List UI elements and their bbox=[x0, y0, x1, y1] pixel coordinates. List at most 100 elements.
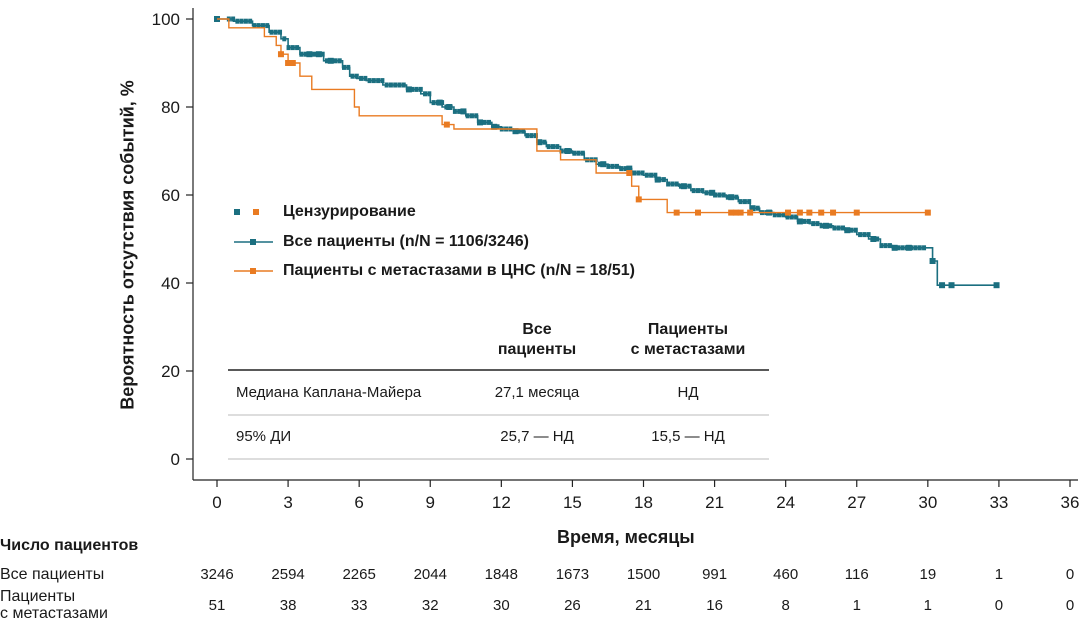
censor-mark-all bbox=[802, 218, 807, 224]
censor-mark-all bbox=[755, 205, 760, 211]
censor-mark-cns bbox=[853, 209, 860, 216]
censor-mark-all bbox=[649, 172, 654, 178]
censor-mark-all bbox=[866, 232, 871, 238]
censor-mark-cns bbox=[747, 209, 754, 216]
risk-value: 16 bbox=[706, 597, 723, 614]
censor-mark-all bbox=[610, 163, 615, 169]
censor-mark-cns bbox=[289, 60, 296, 66]
censor-mark-all bbox=[457, 108, 462, 114]
risk-row-cns-label: Пациенты с метастазами bbox=[0, 588, 108, 622]
censor-mark-all bbox=[777, 212, 782, 218]
censor-mark-all bbox=[546, 144, 551, 150]
censor-mark-all bbox=[303, 51, 308, 57]
censor-mark-all bbox=[819, 223, 824, 229]
y-tick-label: 20 bbox=[161, 362, 180, 381]
censor-mark-all bbox=[751, 205, 756, 211]
censor-mark-cns bbox=[732, 209, 739, 216]
censor-mark-all bbox=[772, 212, 777, 218]
censor-mark-all bbox=[452, 108, 457, 114]
censor-mark-cns bbox=[796, 209, 803, 216]
censor-mark-all bbox=[239, 18, 244, 24]
censor-mark-all bbox=[845, 227, 850, 233]
censor-mark-all bbox=[248, 18, 253, 24]
censor-mark-all bbox=[346, 64, 351, 70]
censor-mark-all bbox=[862, 232, 867, 238]
censor-mark-all bbox=[713, 192, 718, 198]
censor-mark-all bbox=[295, 45, 300, 51]
censor-mark-all bbox=[435, 100, 440, 106]
censor-mark-all bbox=[307, 51, 312, 57]
x-tick-label: 27 bbox=[847, 493, 866, 512]
censor-mark-all bbox=[461, 108, 466, 114]
censor-mark-all bbox=[516, 128, 521, 134]
censor-mark-all bbox=[418, 86, 423, 92]
censor-mark-all bbox=[948, 282, 955, 289]
table-row-ci-all: 25,7 — НД bbox=[500, 428, 574, 445]
censor-mark-all bbox=[568, 148, 573, 154]
censor-mark-all bbox=[371, 78, 376, 84]
censor-mark-cns bbox=[785, 209, 792, 216]
censor-mark-all bbox=[555, 144, 560, 150]
censor-mark-all bbox=[993, 282, 1000, 289]
censor-mark-all bbox=[913, 245, 918, 251]
censor-mark-all bbox=[282, 36, 287, 42]
censor-mark-all bbox=[721, 192, 726, 198]
censor-mark-all bbox=[521, 128, 526, 134]
x-tick-label: 21 bbox=[705, 493, 724, 512]
censor-mark-all bbox=[299, 51, 304, 57]
table-row-ci-cns: 15,5 — НД bbox=[651, 428, 725, 445]
risk-value: 38 bbox=[279, 597, 297, 614]
risk-value: 33 bbox=[350, 597, 368, 614]
censor-mark-all bbox=[674, 181, 679, 187]
censor-mark-cns bbox=[924, 209, 931, 216]
risk-value: 8 bbox=[781, 597, 790, 614]
risk-value: 1 bbox=[994, 566, 1004, 583]
risk-value: 0 bbox=[1065, 566, 1075, 583]
risk-value: 1500 bbox=[626, 566, 661, 583]
censor-mark-all bbox=[440, 100, 445, 106]
censor-mark-all bbox=[329, 58, 334, 64]
censor-mark-all bbox=[597, 161, 602, 167]
censor-mark-all bbox=[324, 58, 329, 64]
censor-mark-all bbox=[465, 113, 470, 119]
censor-mark-cns bbox=[285, 60, 292, 66]
legend-censor-label: Цензурирование bbox=[283, 203, 416, 220]
x-tick-label: 12 bbox=[492, 493, 511, 512]
censor-mark-all bbox=[853, 227, 858, 233]
x-tick-label: 0 bbox=[212, 493, 221, 512]
censor-mark-all bbox=[273, 29, 278, 35]
y-tick-label: 100 bbox=[152, 10, 180, 29]
censor-mark-all bbox=[252, 23, 257, 29]
censor-mark-all bbox=[640, 170, 645, 176]
legend-censor-marker bbox=[253, 209, 259, 215]
censor-mark-all bbox=[525, 133, 530, 139]
risk-value: 30 bbox=[492, 597, 510, 614]
censor-mark-all bbox=[563, 148, 568, 154]
censor-mark-all bbox=[410, 86, 415, 92]
censor-mark-all bbox=[359, 75, 364, 81]
censor-mark-cns bbox=[728, 209, 735, 216]
censor-mark-all bbox=[405, 86, 410, 92]
y-tick-label: 80 bbox=[161, 98, 180, 117]
censor-mark-all bbox=[602, 161, 607, 167]
risk-value: 0 bbox=[994, 597, 1004, 614]
censor-mark-all bbox=[550, 144, 555, 150]
censor-mark-all bbox=[491, 124, 496, 130]
censor-mark-all bbox=[269, 29, 274, 35]
censor-mark-all bbox=[393, 82, 398, 88]
censor-mark-all bbox=[738, 199, 743, 205]
censor-mark-all bbox=[495, 124, 500, 130]
censor-mark-all bbox=[380, 78, 385, 84]
censor-mark-all bbox=[841, 225, 846, 231]
censor-mark-all bbox=[781, 212, 786, 218]
censor-mark-all bbox=[623, 166, 628, 172]
censor-mark-all bbox=[883, 243, 888, 249]
censor-mark-all bbox=[619, 166, 624, 172]
y-tick-label: 40 bbox=[161, 274, 180, 293]
censor-mark-all bbox=[849, 227, 854, 233]
censor-mark-all bbox=[384, 82, 389, 88]
censor-mark-all bbox=[896, 245, 901, 251]
y-tick-label: 0 bbox=[171, 450, 180, 469]
censor-mark-all bbox=[661, 177, 666, 183]
x-axis-title: Время, месяцы bbox=[557, 527, 695, 547]
